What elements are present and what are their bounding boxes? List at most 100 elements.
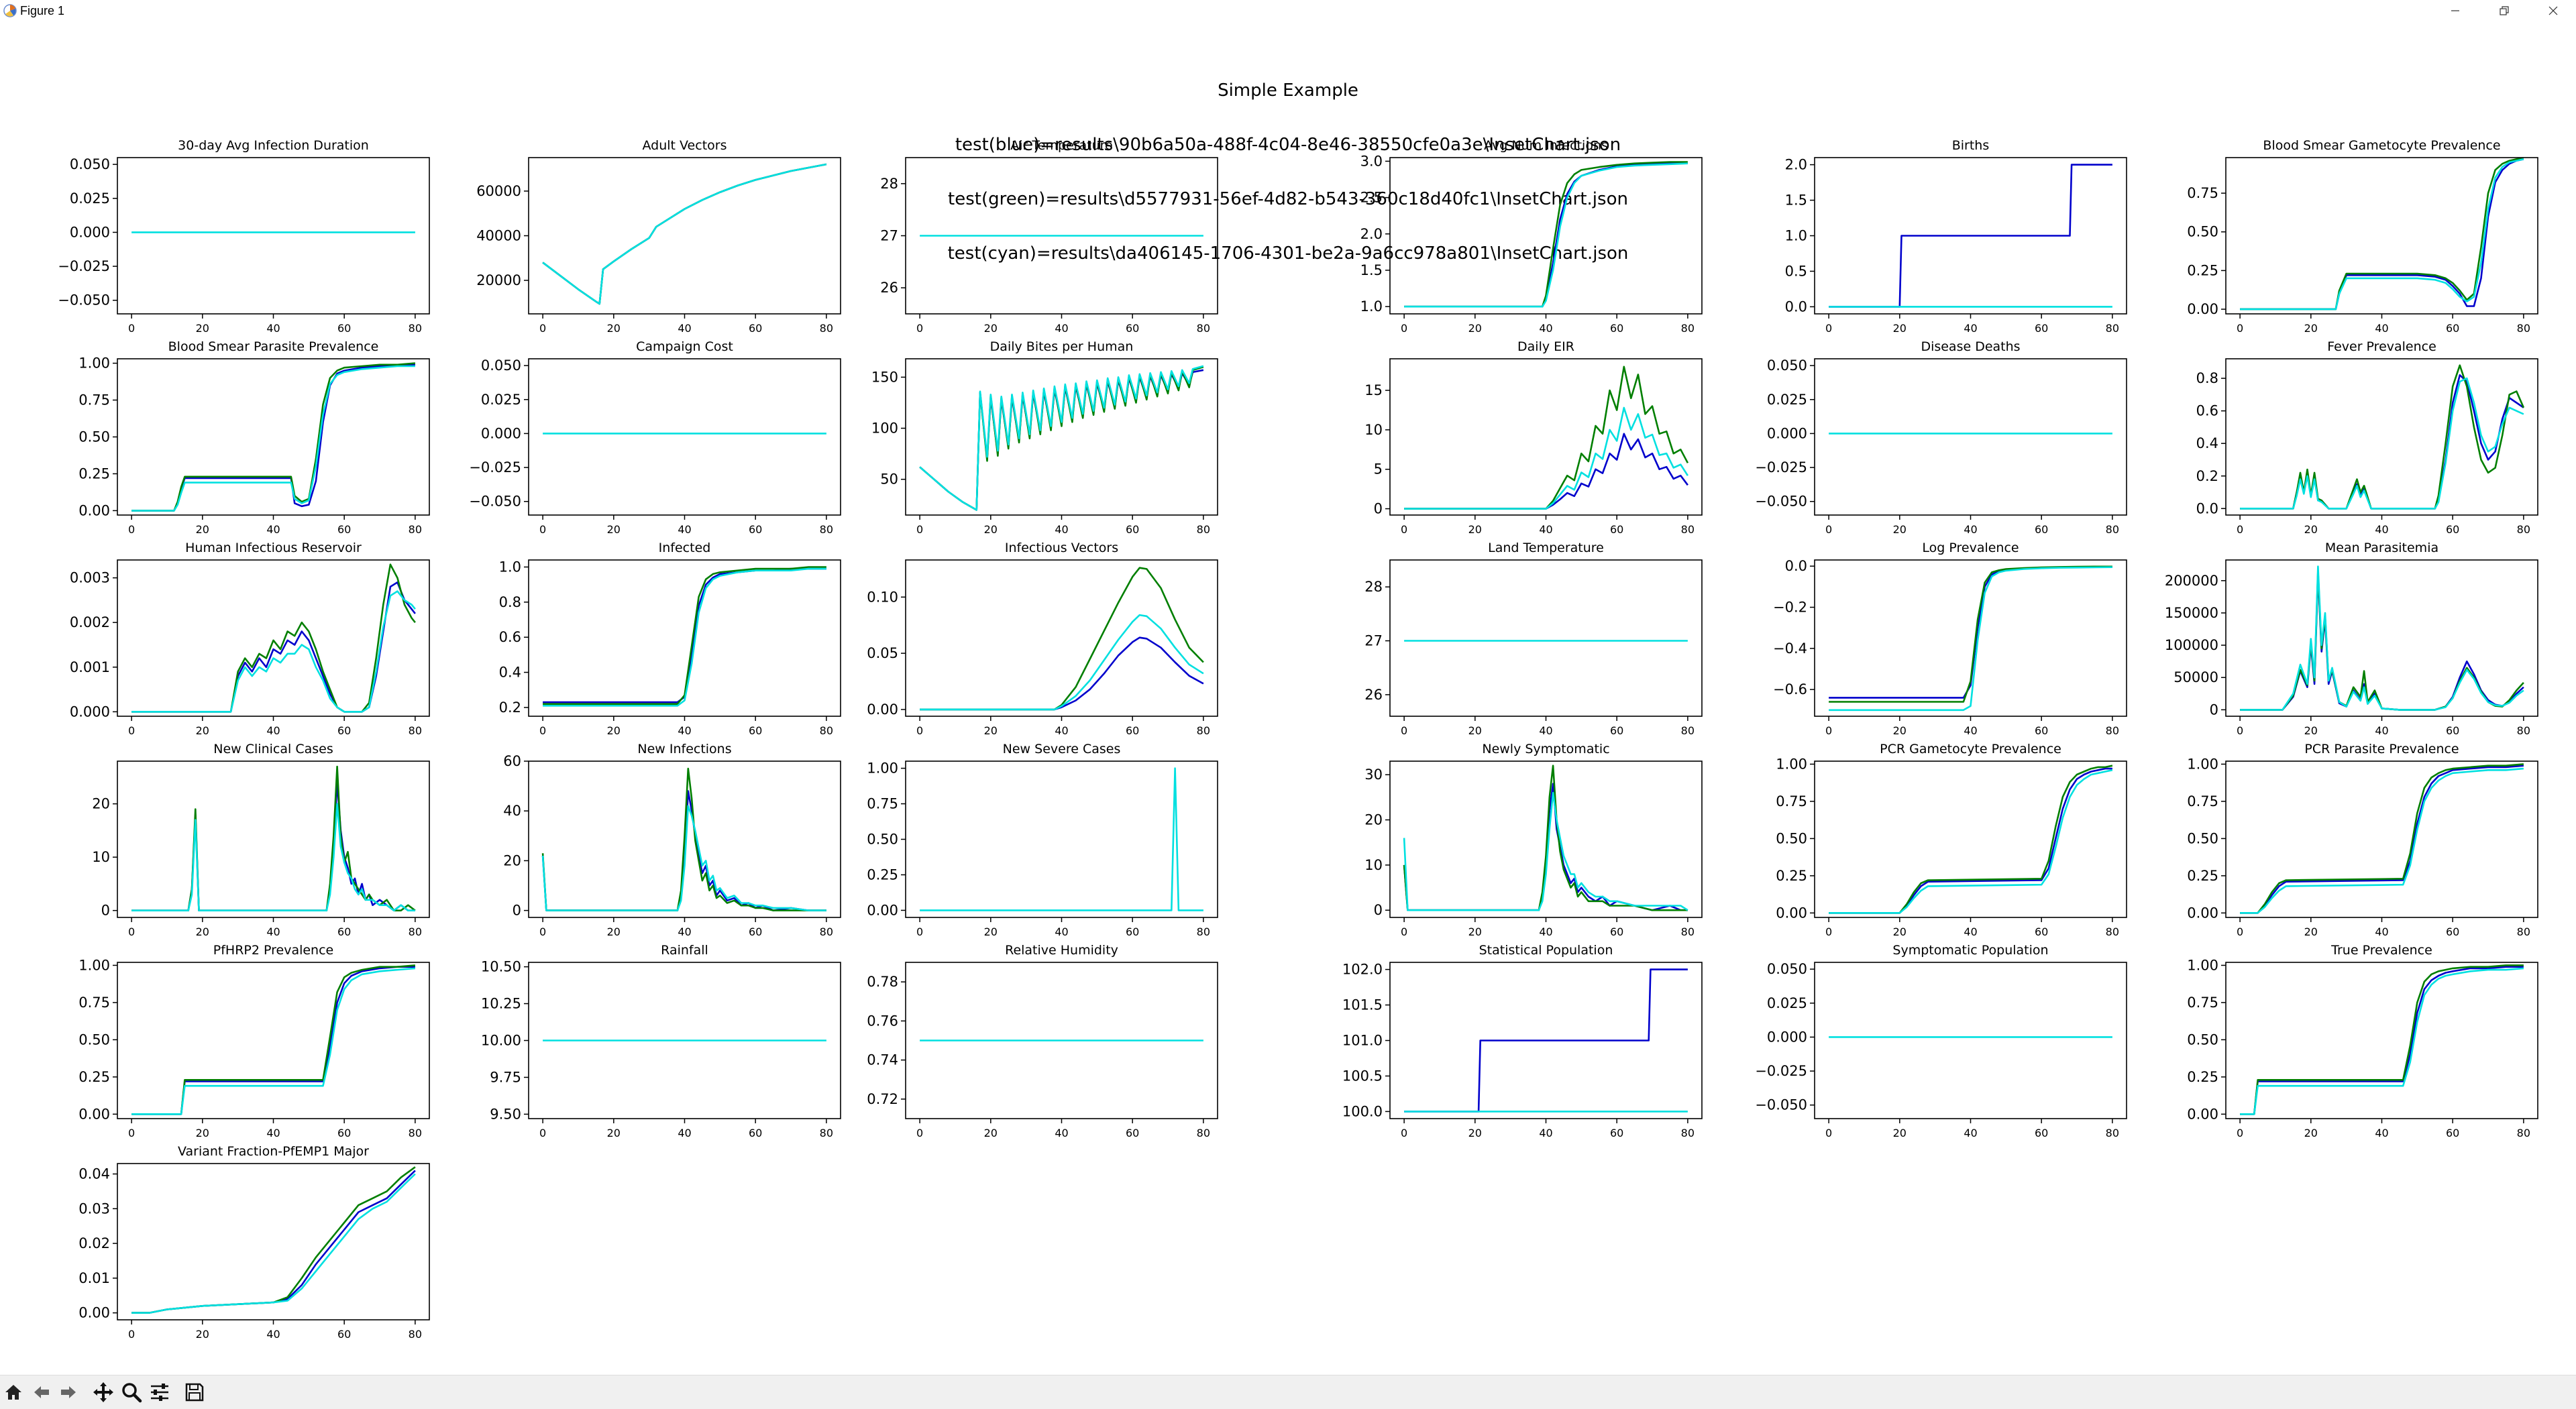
figure-title-line: test(cyan)=results\da406145-1706-4301-be… <box>947 243 1629 264</box>
axes-frame <box>2225 358 2538 516</box>
y-tick-label: 0 <box>101 903 110 919</box>
y-tick-label: 0.00 <box>1776 905 1807 921</box>
x-tick-label: 0 <box>2237 1127 2243 1139</box>
subplot-title: PfHRP2 Prevalence <box>213 943 333 958</box>
subplot-rainfall: Rainfall 0 20 40 60 80 10.50 10.25 10.00 9.75 9.50 <box>481 943 841 1139</box>
x-tick-label: 0 <box>1401 724 1407 737</box>
series-group <box>2240 964 2524 1115</box>
y-tick-label: 100000 <box>2165 637 2218 653</box>
zoom-button[interactable] <box>119 1381 144 1404</box>
y-tick-label: 28 <box>1364 579 1383 595</box>
series-line-cyan <box>542 163 827 305</box>
axes-frame <box>2225 962 2538 1119</box>
y-tick-label: 0.50 <box>2187 224 2218 240</box>
subplot-relative-humidity: Relative Humidity 0 20 40 60 80 0.78 0.76 0.74 0.… <box>867 943 1218 1139</box>
x-tick-label: 0 <box>916 724 923 737</box>
x-tick-label: 60 <box>2035 322 2048 335</box>
subplot-title: New Clinical Cases <box>213 742 333 756</box>
x-tick-label: 0 <box>2237 523 2243 536</box>
x-tick-label: 20 <box>196 1328 209 1341</box>
series-line-cyan <box>131 803 415 911</box>
y-tick-label: −0.6 <box>1773 681 1807 697</box>
x-tick-label: 80 <box>820 523 833 536</box>
configure-subplots-button[interactable] <box>148 1381 172 1404</box>
y-tick-label: 0.50 <box>867 832 898 848</box>
restore-button[interactable] <box>2484 0 2524 21</box>
x-tick-label: 0 <box>539 925 546 938</box>
x-tick-label: 20 <box>1468 523 1482 536</box>
back-button[interactable] <box>30 1381 54 1404</box>
subplot-title: Log Prevalence <box>1922 541 2019 555</box>
y-tick-label: 0.8 <box>2196 370 2218 386</box>
y-tick-label: 0.50 <box>2187 830 2218 846</box>
y-tick-label: 0.05 <box>867 645 898 661</box>
y-tick-label: 9.50 <box>490 1106 521 1122</box>
pan-button[interactable] <box>91 1381 115 1404</box>
x-tick-label: 20 <box>196 1127 209 1139</box>
x-tick-label: 20 <box>196 724 209 737</box>
x-tick-label: 80 <box>1197 925 1210 938</box>
y-tick-label: 0.50 <box>2187 1031 2218 1048</box>
subplot-pfhrp2-prevalence: PfHRP2 Prevalence 0 20 40 60 80 1.00 0.75 0.50 0.… <box>78 943 430 1139</box>
x-tick-label: 20 <box>2304 1127 2318 1139</box>
save-button[interactable] <box>182 1381 207 1404</box>
series-line-green <box>2240 964 2524 1115</box>
home-button[interactable] <box>1 1381 25 1404</box>
x-tick-label: 20 <box>2304 724 2318 737</box>
series-group <box>131 362 416 512</box>
x-tick-label: 60 <box>1126 724 1139 737</box>
series-group <box>920 767 1203 911</box>
subplot-title: Disease Deaths <box>1921 339 2020 354</box>
axes-frame <box>2225 559 2538 717</box>
x-tick-label: 20 <box>607 724 621 737</box>
minimize-button[interactable] <box>2435 0 2475 21</box>
y-tick-label: 10 <box>1364 422 1383 438</box>
y-tick-label: 0.10 <box>867 589 898 605</box>
figure-canvas[interactable]: 30-day Avg Infection Duration 0 20 40 60 80 0.… <box>0 0 2576 1375</box>
close-button[interactable] <box>2533 0 2573 21</box>
subplot-fever-prevalence: Fever Prevalence 0 20 40 60 80 0.8 0.6 0.4 0.2 0.0 <box>2196 339 2538 536</box>
axes-frame <box>528 157 841 315</box>
series-group <box>920 567 1204 711</box>
x-tick-label: 40 <box>1539 1127 1552 1139</box>
x-tick-label: 40 <box>2375 1127 2388 1139</box>
y-tick-label: 1.5 <box>1360 262 1383 278</box>
y-tick-label: 0.75 <box>1776 793 1807 809</box>
series-group <box>1403 765 1688 911</box>
series-group <box>2240 763 2524 914</box>
x-tick-label: 40 <box>2375 925 2388 938</box>
series-group <box>131 964 416 1115</box>
axes-frame <box>1814 559 2127 717</box>
subplot-land-temperature: Land Temperature 0 20 40 60 80 28 27 26 <box>1364 541 1703 737</box>
y-tick-label: 40000 <box>476 228 521 244</box>
x-tick-label: 60 <box>1126 523 1139 536</box>
y-tick-label: 0.75 <box>78 392 110 408</box>
y-tick-label: 2.0 <box>1360 226 1383 242</box>
x-tick-label: 80 <box>820 322 833 335</box>
x-tick-label: 40 <box>1055 724 1068 737</box>
y-tick-label: 0.00 <box>867 701 898 718</box>
subplot-title: Births <box>1952 138 1990 153</box>
subplot-newly-symptomatic: Newly Symptomatic 0 20 40 60 80 30 20 10 0 <box>1364 742 1703 938</box>
x-tick-label: 0 <box>1825 1127 1832 1139</box>
series-line-cyan <box>131 365 415 512</box>
y-tick-label: 0.6 <box>2196 403 2218 419</box>
series-line-green <box>1829 765 2113 914</box>
zoom-icon <box>122 1383 142 1403</box>
subplot-title: Infected <box>659 541 711 555</box>
y-tick-label: 5 <box>1374 461 1383 477</box>
y-tick-label: 20 <box>92 796 110 812</box>
x-tick-label: 0 <box>1401 322 1407 335</box>
series-group <box>919 365 1204 511</box>
subplot-new-severe-cases: New Severe Cases 0 20 40 60 80 1.00 0.75 0.50 0.2… <box>867 742 1218 938</box>
series-line-cyan <box>2240 158 2524 311</box>
series-group <box>1829 765 2113 914</box>
y-tick-label: −0.050 <box>1755 494 1807 510</box>
y-tick-label: 10.25 <box>481 996 521 1012</box>
x-tick-label: 60 <box>2035 1127 2048 1139</box>
forward-button[interactable] <box>56 1381 80 1404</box>
series-line-blue <box>131 1170 416 1314</box>
y-tick-label: 10.00 <box>481 1033 521 1049</box>
subplot-blood-smear-gametocyte-prevalence: Blood Smear Gametocyte Prevalence 0 20 40 60… <box>2187 138 2538 335</box>
x-tick-label: 0 <box>2237 925 2243 938</box>
